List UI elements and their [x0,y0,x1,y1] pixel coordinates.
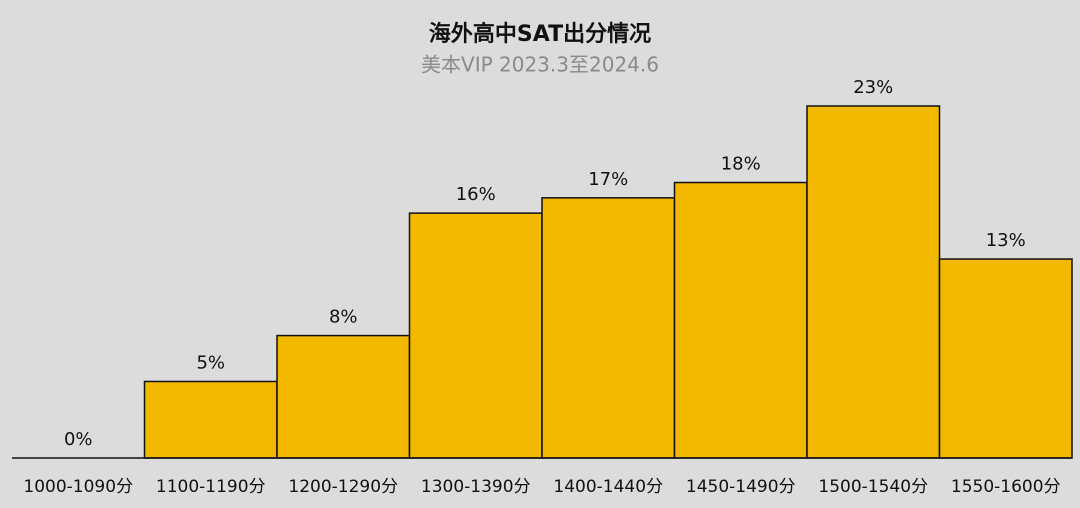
x-tick-label: 1550-1600分 [951,477,1061,497]
x-tick-label: 1200-1290分 [288,477,398,497]
bar [673,181,808,459]
bar [143,380,278,459]
x-tick-label: 1400-1440分 [553,477,663,497]
value-label: 16% [456,184,496,205]
x-tick-label: 1500-1540分 [818,477,928,497]
x-tick-label: 1000-1090分 [23,477,133,497]
bar [408,212,543,459]
x-tick-label: 1450-1490分 [686,477,796,497]
value-label: 13% [986,230,1026,251]
bar [276,334,411,459]
value-label: 5% [196,352,225,373]
x-tick-label: 1100-1190分 [156,477,266,497]
bar [541,197,676,459]
bar [938,258,1073,459]
x-tick-label: 1300-1390分 [421,477,531,497]
value-label: 17% [588,169,628,190]
value-label: 23% [853,77,893,98]
value-label: 18% [721,154,761,175]
chart-subtitle: 美本VIP 2023.3至2024.6 [421,53,659,77]
value-label: 0% [64,429,93,450]
value-label: 8% [329,307,358,328]
chart-title: 海外高中SAT出分情况 [429,21,651,47]
bar [806,105,941,459]
